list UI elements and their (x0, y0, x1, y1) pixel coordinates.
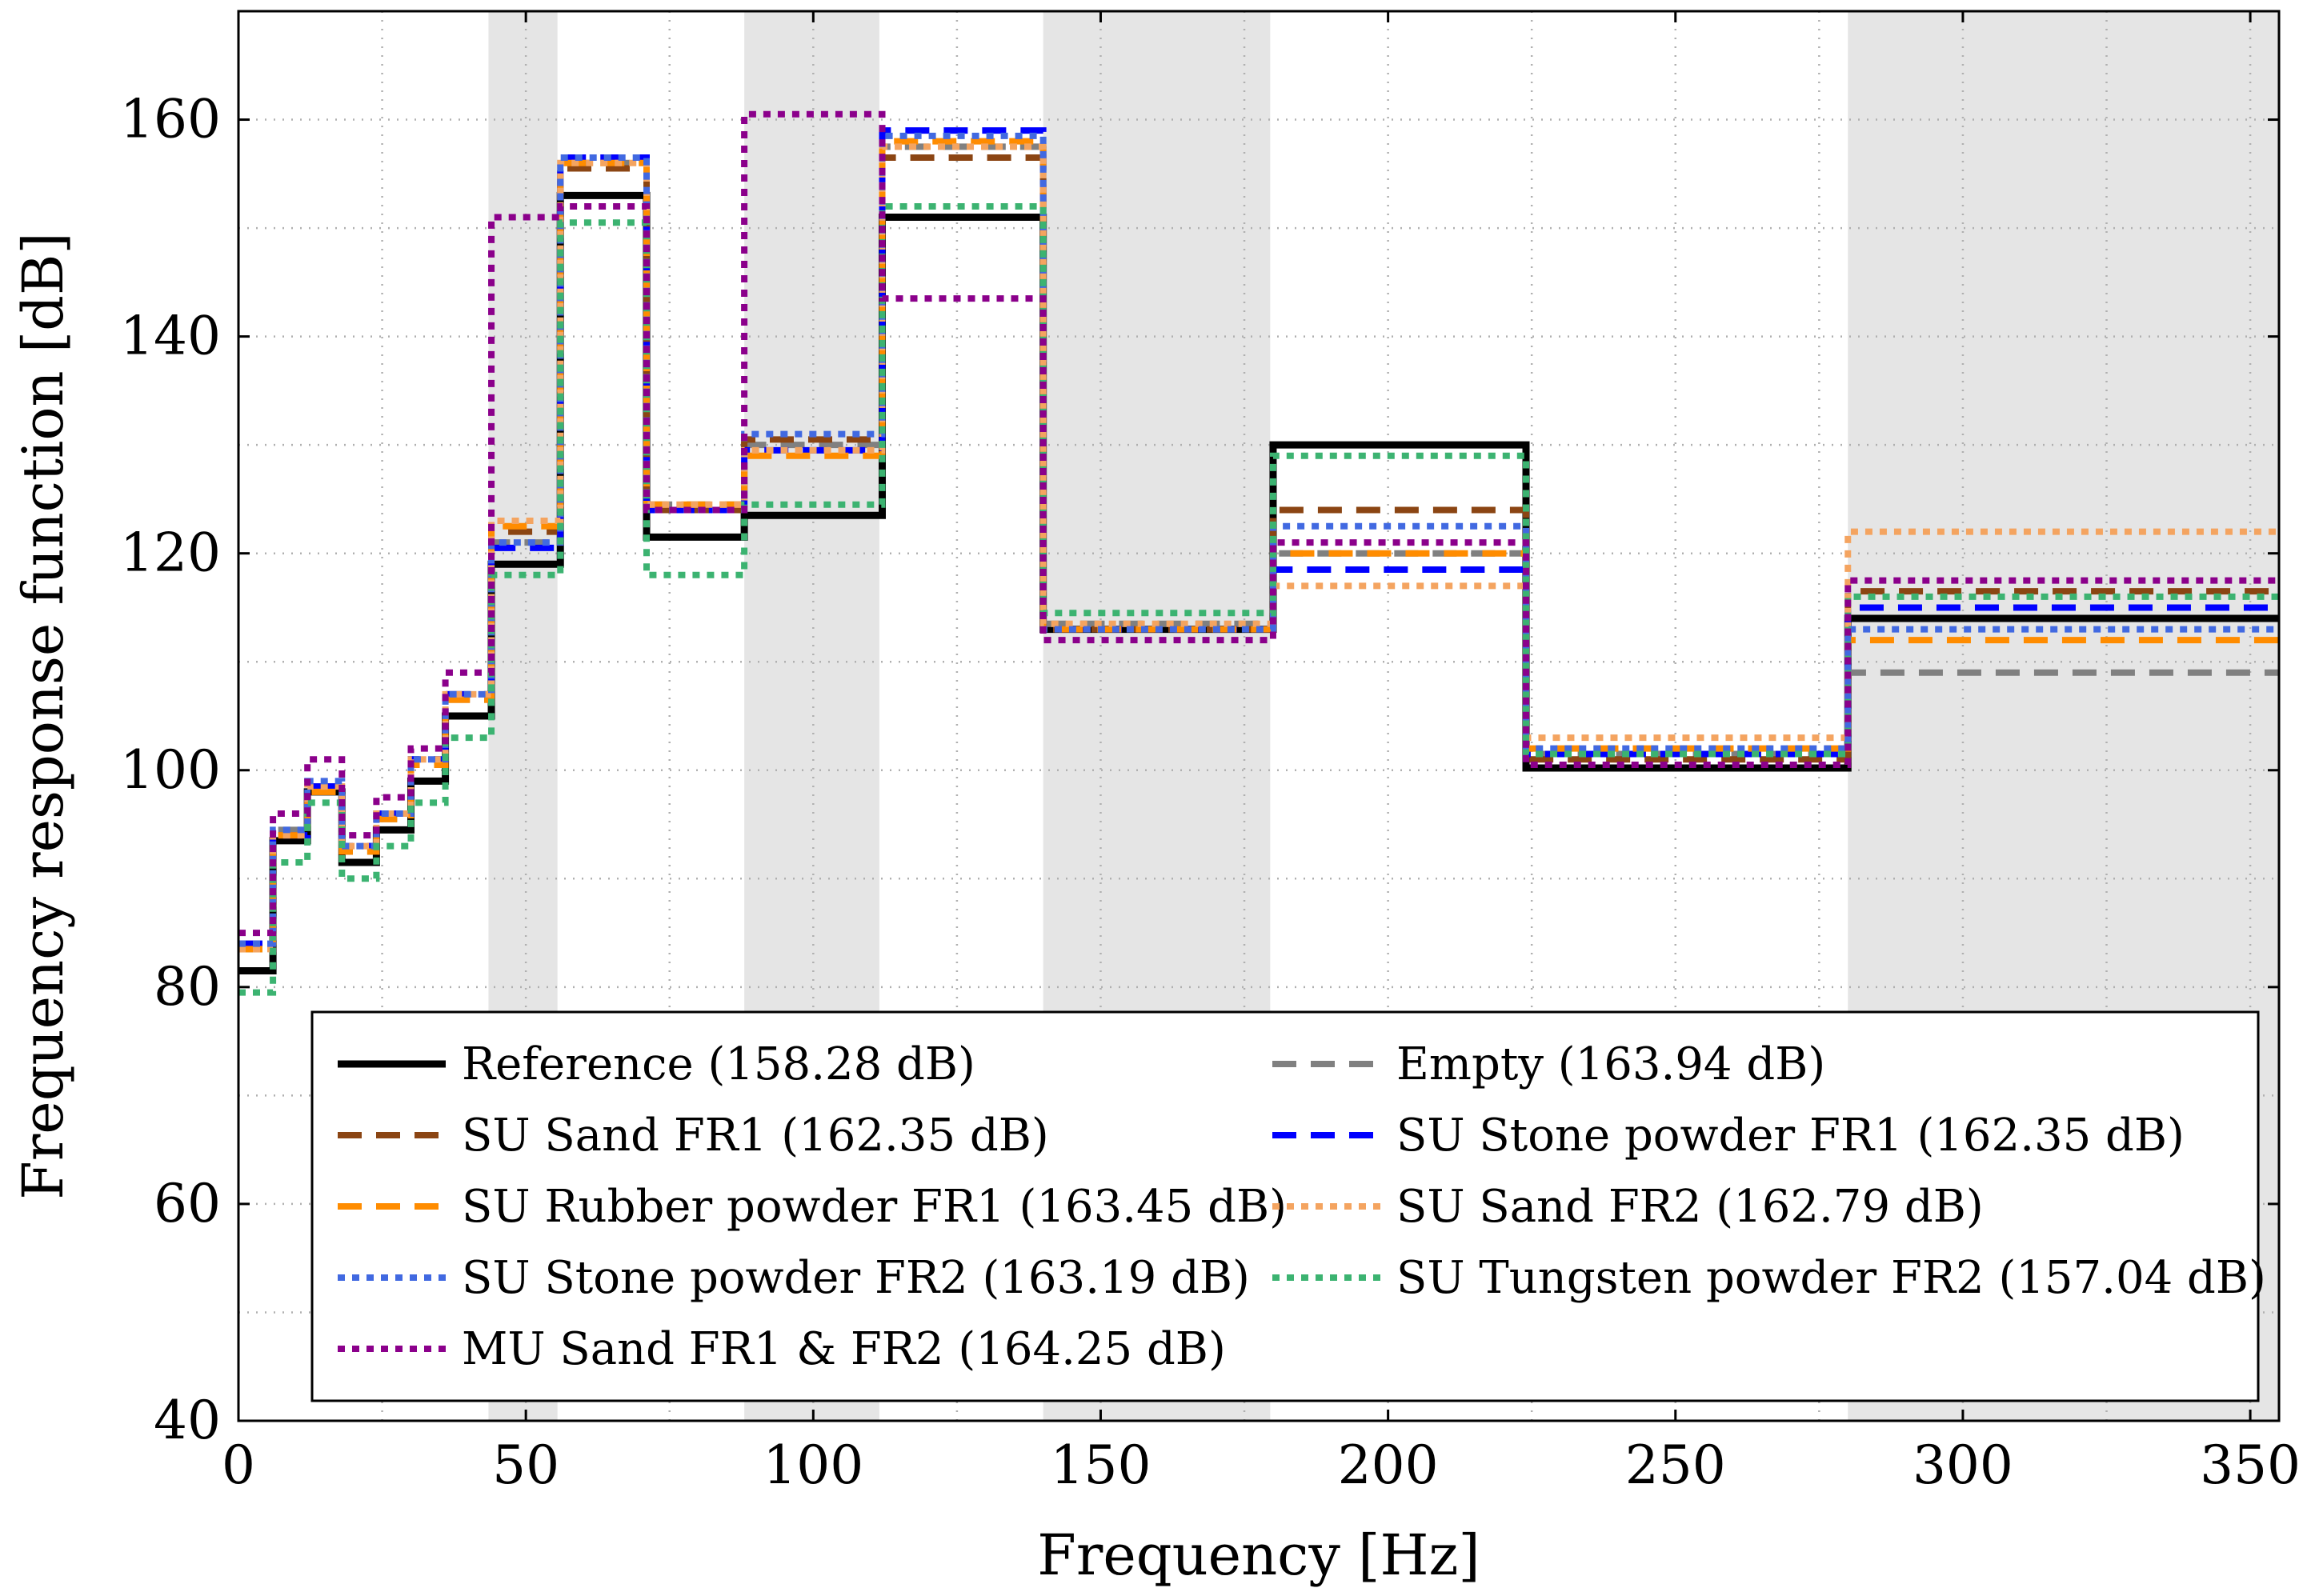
x-axis-label: Frequency [Hz] (1037, 1522, 1480, 1588)
y-tick-label: 80 (154, 956, 221, 1018)
x-tick-label: 350 (2200, 1434, 2299, 1496)
legend-label-5: SU Rubber powder FR1 (163.45 dB) (462, 1181, 1287, 1233)
legend-label-6: SU Sand FR2 (162.79 dB) (1396, 1181, 1984, 1233)
series-line-9 (238, 110, 2279, 937)
x-tick-label: 0 (222, 1434, 255, 1496)
legend-label-1: Reference (158.28 dB) (462, 1038, 975, 1090)
legend-label-7: SU Stone powder FR2 (163.19 dB) (462, 1252, 1250, 1304)
y-tick-label: 140 (120, 306, 221, 367)
legend-label-9: MU Sand FR1 & FR2 (164.25 dB) (462, 1323, 1226, 1375)
series-line-6 (238, 143, 2279, 953)
legend-label-8: SU Tungsten powder FR2 (157.04 dB) (1396, 1252, 2266, 1304)
y-tick-label: 40 (154, 1390, 221, 1451)
legend-box (310, 1010, 2260, 1402)
legend: Reference (158.28 dB) Empty (163.94 dB) SU… (310, 1010, 2266, 1402)
x-tick-label: 50 (492, 1434, 559, 1496)
y-tick-label: 100 (120, 739, 221, 801)
y-axis-label: Frequency response function [dB] (10, 232, 76, 1199)
x-tick-label: 100 (763, 1434, 863, 1496)
x-tick-label: 200 (1338, 1434, 1439, 1496)
x-tick-label: 150 (1050, 1434, 1151, 1496)
legend-label-3: SU Sand FR1 (162.35 dB) (462, 1110, 1049, 1162)
series-lines (238, 110, 2279, 996)
plot-frame (237, 10, 2281, 1422)
y-tick-label: 60 (154, 1173, 221, 1234)
legend-label-4: SU Stone powder FR1 (162.35 dB) (1396, 1110, 2185, 1162)
y-tick-label: 120 (120, 522, 221, 584)
x-tick-label: 300 (1912, 1434, 2013, 1496)
axis-ticks: 0 50 100 150 200 250 300 350 40 60 80 100 120 140 160 (120, 11, 2299, 1496)
y-tick-label: 160 (120, 89, 221, 150)
legend-label-2: Empty (163.94 dB) (1396, 1038, 1825, 1090)
x-tick-label: 250 (1625, 1434, 1726, 1496)
